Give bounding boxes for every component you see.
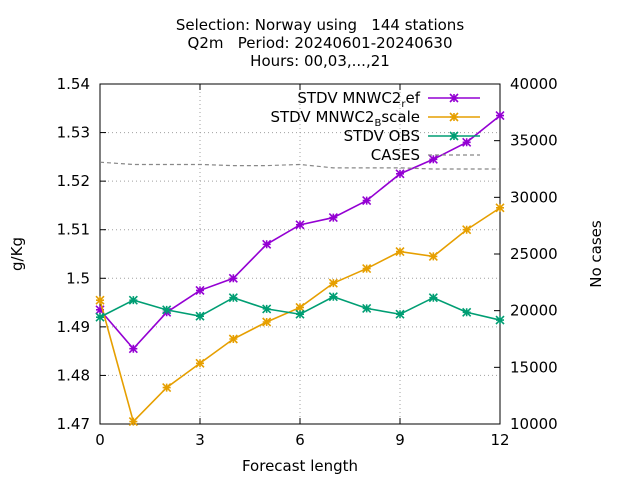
x-tick-label: 0 bbox=[95, 431, 105, 449]
y-tick-label: 1.52 bbox=[57, 172, 90, 190]
series-3-point bbox=[495, 315, 505, 325]
y-tick-label: 1.51 bbox=[57, 221, 90, 239]
series-1-point bbox=[262, 239, 272, 249]
series-2-point bbox=[128, 417, 138, 427]
series-3-point bbox=[328, 292, 338, 302]
legend-label-2: STDV MNWC2Bscale bbox=[270, 108, 420, 129]
series-3-point bbox=[428, 293, 438, 303]
series-1-point bbox=[295, 220, 305, 230]
legend-label-3: STDV OBS bbox=[344, 127, 420, 145]
y-tick-label: 1.5 bbox=[66, 269, 90, 287]
chart-title-line-2: Q2m Period: 20240601-20240630 bbox=[187, 34, 453, 52]
y-tick-label: 1.53 bbox=[57, 124, 90, 142]
x-tick-label: 6 bbox=[295, 431, 305, 449]
y2-tick-label: 25000 bbox=[510, 245, 558, 263]
series-1-point bbox=[428, 154, 438, 164]
y2-tick-label: 20000 bbox=[510, 302, 558, 320]
chart-title-line-1: Selection: Norway using 144 stations bbox=[175, 16, 465, 34]
series-2-point bbox=[262, 317, 272, 327]
series-2-point bbox=[228, 334, 238, 344]
series-1-point bbox=[362, 196, 372, 206]
series-1-point bbox=[495, 111, 505, 121]
x-tick-label: 3 bbox=[195, 431, 205, 449]
legend-marker-2 bbox=[449, 112, 459, 122]
x-axis-label: Forecast length bbox=[242, 457, 358, 475]
y2-tick-label: 30000 bbox=[510, 188, 558, 206]
series-3-point bbox=[262, 304, 272, 314]
series-2-point bbox=[328, 278, 338, 288]
series-2-point bbox=[95, 295, 105, 305]
legend-marker-1 bbox=[449, 93, 459, 103]
y-axis-label: g/Kg bbox=[8, 237, 26, 271]
series-1-point bbox=[128, 344, 138, 354]
series-1-point bbox=[95, 305, 105, 315]
series-3-point bbox=[95, 312, 105, 322]
series-2-point bbox=[162, 383, 172, 393]
series-3-point bbox=[295, 309, 305, 319]
y2-tick-label: 15000 bbox=[510, 358, 558, 376]
series-3-point bbox=[128, 295, 138, 305]
series-1-point bbox=[195, 285, 205, 295]
x-tick-label: 12 bbox=[490, 431, 509, 449]
y2-tick-label: 40000 bbox=[510, 75, 558, 93]
series-3-point bbox=[195, 311, 205, 321]
series-3-point bbox=[395, 309, 405, 319]
legend-label-4: CASES bbox=[371, 146, 420, 164]
chart-title-line-3: Hours: 00,03,...,21 bbox=[250, 52, 390, 70]
y-tick-label: 1.49 bbox=[57, 318, 90, 336]
series-2-point bbox=[395, 247, 405, 257]
series-1-point bbox=[328, 213, 338, 223]
series-line-4 bbox=[99, 161, 500, 170]
series-3-point bbox=[162, 305, 172, 315]
y2-axis-label: No cases bbox=[587, 220, 605, 288]
y-tick-label: 1.48 bbox=[57, 366, 90, 384]
series-2-point bbox=[428, 251, 438, 261]
series-2-point bbox=[195, 358, 205, 368]
series-2-point bbox=[495, 203, 505, 213]
y2-tick-label: 35000 bbox=[510, 132, 558, 150]
legend-label-1: STDV MNWC2ref bbox=[297, 89, 420, 110]
x-tick-label: 9 bbox=[395, 431, 405, 449]
series-2-point bbox=[295, 302, 305, 312]
series-1-point bbox=[462, 137, 472, 147]
legend-marker-3 bbox=[449, 131, 459, 141]
series-2-point bbox=[362, 264, 372, 274]
y-tick-label: 1.54 bbox=[57, 75, 90, 93]
series-1-point bbox=[228, 273, 238, 283]
series-3-point bbox=[362, 303, 372, 313]
y-tick-label: 1.47 bbox=[57, 415, 90, 433]
series-2-point bbox=[462, 225, 472, 235]
series-3-point bbox=[462, 307, 472, 317]
y2-tick-label: 10000 bbox=[510, 415, 558, 433]
series-1-point bbox=[395, 169, 405, 179]
series-3-point bbox=[228, 293, 238, 303]
